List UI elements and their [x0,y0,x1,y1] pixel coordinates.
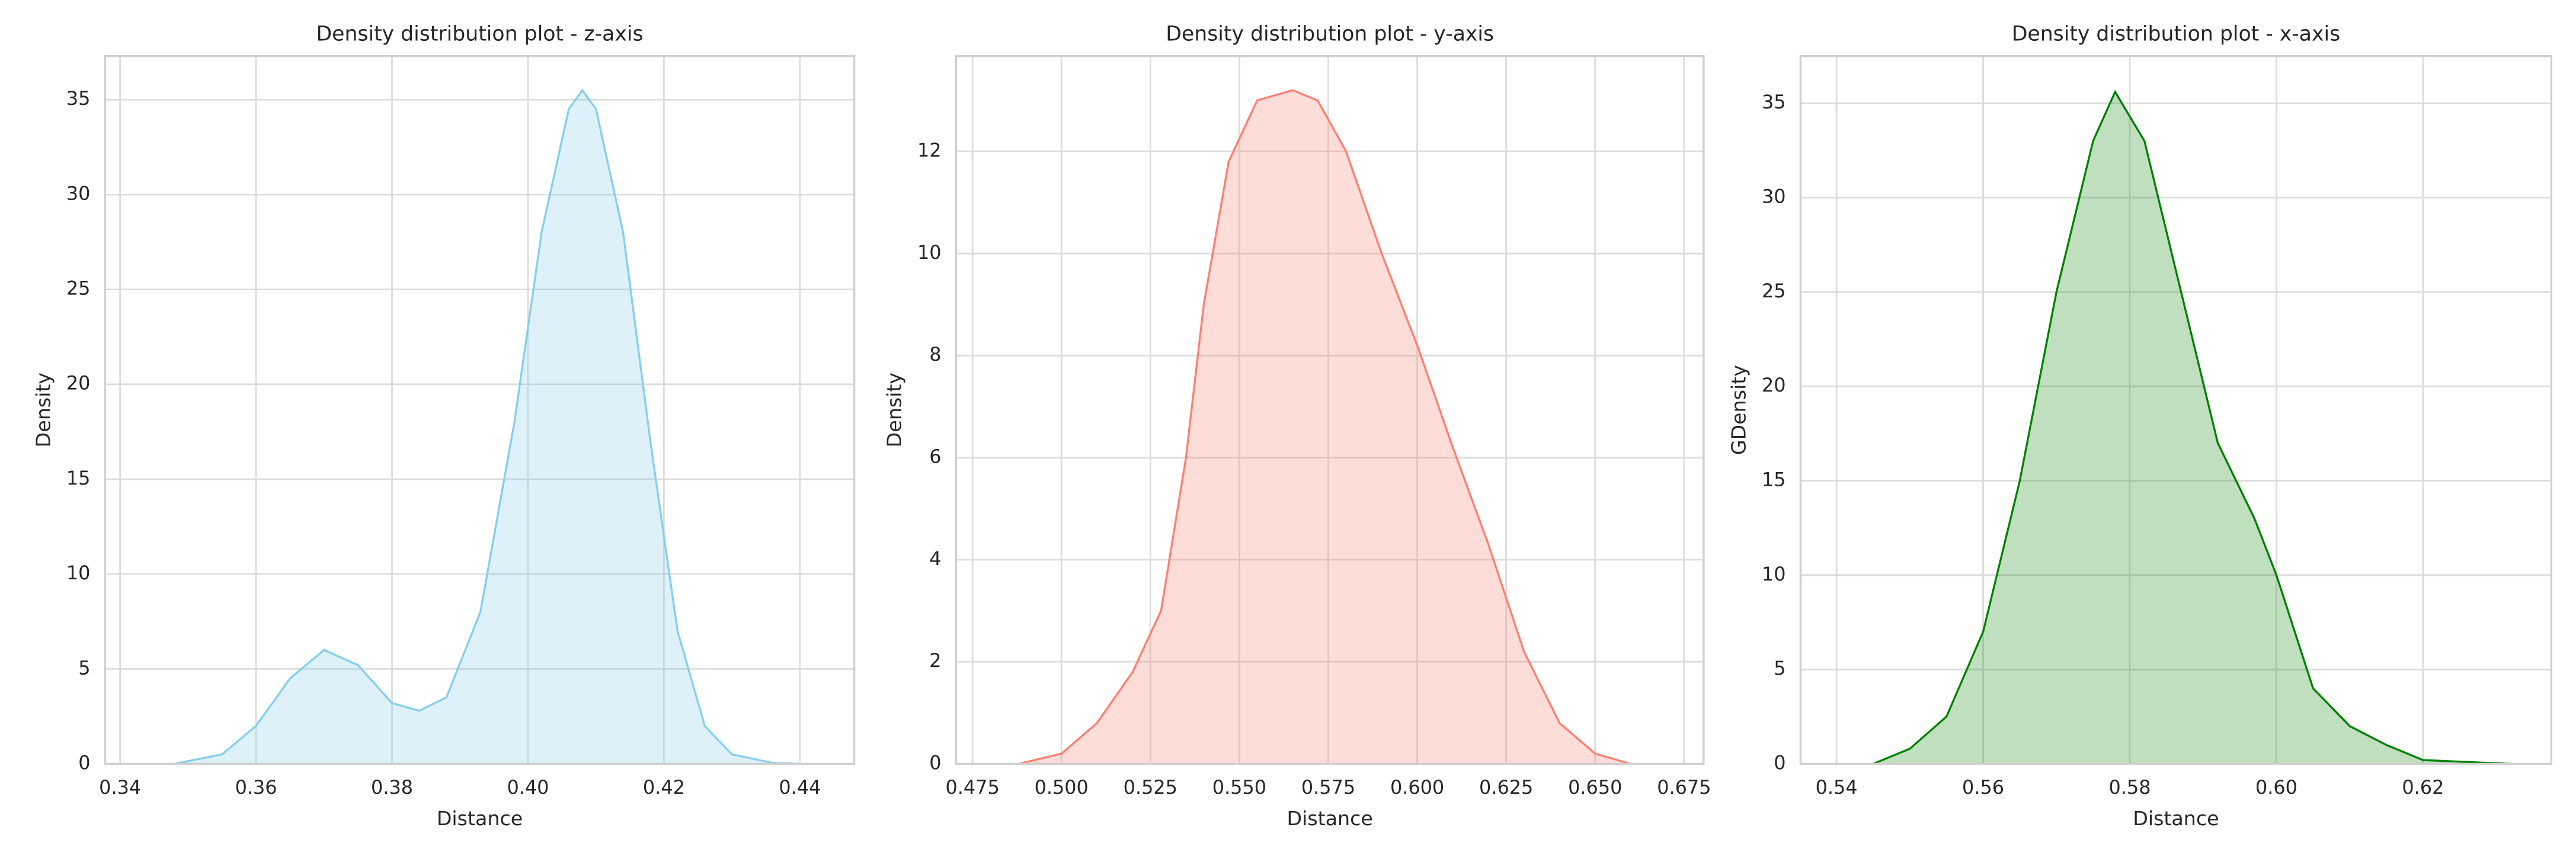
y-tick-label: 0 [929,751,941,774]
y-tick-label: 8 [929,343,941,366]
y-tick-label: 0 [78,751,90,774]
x-tick-label: 0.675 [1657,776,1711,799]
y-tick-label: 15 [1762,468,1786,490]
density-fill [1873,92,2511,764]
x-tick-label: 0.34 [99,776,141,799]
y-tick-label: 20 [66,372,91,395]
y-tick-label: 4 [929,547,941,570]
y-tick-label: 20 [1762,374,1786,396]
y-tick-label: 25 [66,277,91,300]
density-fill [174,90,800,764]
density-line [174,88,800,765]
density-line [1018,89,1631,765]
x-tick-label: 0.525 [1124,776,1177,799]
x-axis-label: Distance [1287,807,1372,830]
y-tick-label: 6 [929,445,941,468]
y-tick-label: 25 [1762,280,1786,302]
x-tick-label: 0.500 [1035,776,1089,799]
chart-title: Density distribution plot - y-axis [1166,23,1494,46]
x-tick-label: 0.38 [371,776,413,799]
x-tick-label: 0.40 [507,776,549,799]
y-tick-label: 10 [66,562,91,584]
chart-title: Density distribution plot - z-axis [316,23,643,46]
x-axis-label: Distance [437,807,523,830]
x-tick-label: 0.44 [779,776,821,799]
y-tick-label: 35 [66,87,91,110]
y-tick-label: 0 [1774,751,1785,774]
x-tick-label: 0.60 [2255,776,2297,799]
y-tick-label: 10 [1762,563,1786,585]
density-fill [1019,90,1631,764]
plot-frame [1799,54,2553,765]
plot-frame [955,54,1705,765]
x-tick-label: 0.575 [1301,776,1355,799]
x-axis-label: Distance [2133,807,2219,830]
x-tick-label: 0.475 [945,776,999,799]
y-tick-label: 10 [917,241,942,264]
y-axis-label: GDensity [1727,365,1750,455]
x-tick-label: 0.625 [1479,776,1533,799]
x-tick-label: 0.36 [235,776,277,799]
y-axis-label: Density [31,373,55,447]
y-tick-label: 30 [66,182,91,204]
y-tick-label: 2 [929,649,941,672]
y-tick-label: 5 [78,656,90,679]
density-line [1873,89,2511,765]
x-tick-label: 0.62 [2402,776,2444,799]
y-tick-label: 30 [1762,185,1786,208]
x-tick-label: 0.56 [1962,776,2004,799]
chart-title: Density distribution plot - x-axis [2012,23,2340,46]
x-tick-label: 0.600 [1390,776,1444,799]
y-tick-label: 35 [1762,91,1786,113]
x-tick-label: 0.54 [1816,776,1858,799]
y-tick-label: 5 [1774,657,1785,679]
y-tick-label: 15 [66,467,91,489]
x-tick-label: 0.650 [1568,776,1622,799]
x-tick-label: 0.550 [1212,776,1266,799]
y-tick-label: 12 [917,139,942,162]
x-tick-label: 0.42 [643,776,685,799]
x-tick-label: 0.58 [2109,776,2151,799]
y-axis-label: Density [882,373,905,447]
plot-frame [104,54,856,765]
